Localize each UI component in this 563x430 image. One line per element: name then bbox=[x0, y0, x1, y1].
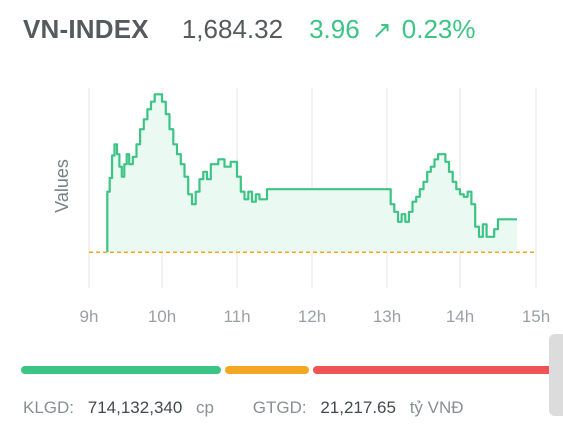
x-tick-12h: 12h bbox=[298, 307, 326, 326]
x-tick-14h: 14h bbox=[446, 307, 474, 326]
klgd-label: KLGD: bbox=[23, 398, 75, 417]
index-change: 3.96 bbox=[309, 14, 360, 44]
x-tick-9h: 9h bbox=[80, 307, 99, 326]
x-tick-13h: 13h bbox=[373, 307, 401, 326]
x-tick-10h: 10h bbox=[148, 307, 176, 326]
scrollbar-thumb[interactable] bbox=[549, 334, 563, 416]
gtgd-unit: tỷ VNĐ bbox=[409, 398, 464, 417]
index-name: VN-INDEX bbox=[23, 14, 149, 44]
index-value: 1,684.32 bbox=[181, 14, 284, 44]
klgd-value: 714,132,340 bbox=[87, 398, 183, 417]
x-tick-15h: 15h bbox=[522, 307, 550, 326]
x-tick-11h: 11h bbox=[223, 307, 250, 326]
arrow-up-right-icon: ↗ bbox=[371, 17, 392, 44]
breadth-bar-advancing bbox=[21, 366, 221, 374]
gtgd-value: 21,217.65 bbox=[320, 398, 396, 417]
breadth-bar-declining bbox=[312, 366, 554, 374]
klgd-unit: cp bbox=[196, 398, 215, 417]
gtgd-label: GTGD: bbox=[252, 398, 307, 417]
index-change-percent: 0.23% bbox=[401, 14, 476, 44]
series-line bbox=[106, 93, 517, 253]
intraday-chart: 9h 10h 11h 12h 13h 14h 15h Values bbox=[52, 88, 550, 326]
series-area-fill bbox=[107, 94, 518, 253]
breadth-bar-unchanged bbox=[224, 366, 309, 374]
index-header: VN-INDEX 1,684.32 3.96 ↗ 0.23% bbox=[23, 14, 563, 50]
trading-stats: KLGD: 714,132,340 cp GTGD: 21,217.65 tỷ … bbox=[23, 398, 553, 418]
y-axis-label: Values bbox=[52, 159, 72, 213]
